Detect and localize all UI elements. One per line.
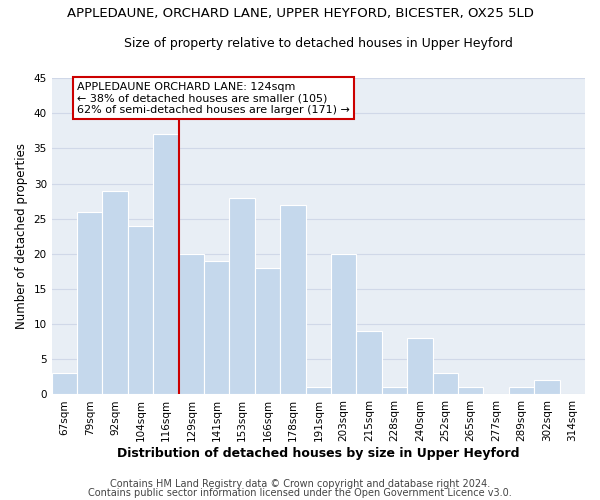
Bar <box>204 261 229 394</box>
Bar <box>382 388 407 394</box>
Bar <box>128 226 153 394</box>
Bar <box>229 198 255 394</box>
Text: Contains HM Land Registry data © Crown copyright and database right 2024.: Contains HM Land Registry data © Crown c… <box>110 479 490 489</box>
Bar <box>153 134 179 394</box>
Text: Contains public sector information licensed under the Open Government Licence v3: Contains public sector information licen… <box>88 488 512 498</box>
Bar <box>458 388 484 394</box>
Bar <box>103 190 128 394</box>
Bar <box>407 338 433 394</box>
Bar <box>509 388 534 394</box>
Bar <box>179 254 204 394</box>
Bar <box>52 374 77 394</box>
X-axis label: Distribution of detached houses by size in Upper Heyford: Distribution of detached houses by size … <box>117 447 520 460</box>
Title: Size of property relative to detached houses in Upper Heyford: Size of property relative to detached ho… <box>124 38 513 51</box>
Bar <box>433 374 458 394</box>
Bar <box>280 204 305 394</box>
Bar <box>356 331 382 394</box>
Y-axis label: Number of detached properties: Number of detached properties <box>15 144 28 330</box>
Text: APPLEDAUNE ORCHARD LANE: 124sqm
← 38% of detached houses are smaller (105)
62% o: APPLEDAUNE ORCHARD LANE: 124sqm ← 38% of… <box>77 82 350 115</box>
Bar <box>255 268 280 394</box>
Bar <box>534 380 560 394</box>
Bar <box>331 254 356 394</box>
Text: APPLEDAUNE, ORCHARD LANE, UPPER HEYFORD, BICESTER, OX25 5LD: APPLEDAUNE, ORCHARD LANE, UPPER HEYFORD,… <box>67 8 533 20</box>
Bar <box>77 212 103 394</box>
Bar <box>305 388 331 394</box>
